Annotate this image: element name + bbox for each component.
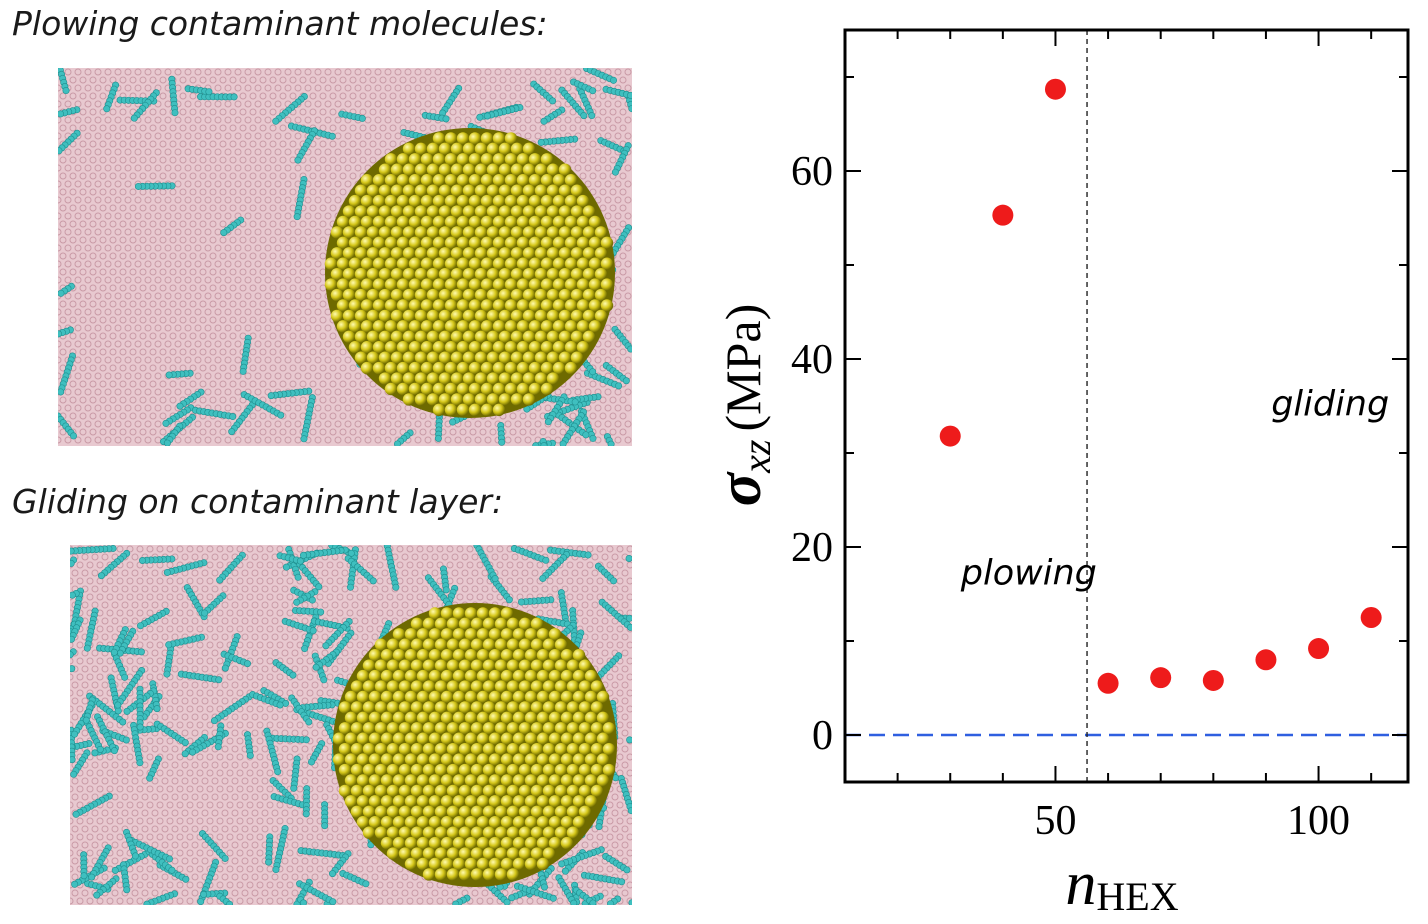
gliding-simulation-image bbox=[70, 545, 632, 905]
data-point bbox=[1150, 667, 1172, 689]
regime-label-plowing: plowing bbox=[960, 554, 1097, 594]
plowing-panel-title: Plowing contaminant molecules: bbox=[12, 4, 548, 43]
gliding-panel-title: Gliding on contaminant layer: bbox=[12, 482, 504, 521]
plot-frame bbox=[843, 28, 1410, 784]
x-tick-label: 100 bbox=[1287, 798, 1350, 844]
data-point bbox=[1308, 638, 1330, 660]
axis-ticks bbox=[845, 30, 1408, 782]
y-tick-label: 60 bbox=[791, 149, 833, 195]
data-point bbox=[1255, 649, 1277, 671]
plowing-simulation-image bbox=[58, 68, 632, 446]
gold-nanoparticle bbox=[332, 603, 617, 887]
gold-nanoparticle bbox=[324, 128, 615, 418]
data-point bbox=[939, 425, 961, 447]
y-tick-label: 20 bbox=[791, 525, 833, 571]
data-point bbox=[1202, 669, 1224, 691]
y-tick-label: 40 bbox=[791, 337, 833, 383]
data-point bbox=[992, 204, 1014, 226]
data-point bbox=[1097, 672, 1119, 694]
data-point bbox=[1044, 78, 1066, 100]
data-point bbox=[1360, 607, 1382, 628]
x-axis-label: nHEX bbox=[1065, 850, 1178, 919]
y-axis-label: σxz(MPa) bbox=[706, 304, 779, 507]
regime-label-gliding: gliding bbox=[1271, 384, 1389, 424]
x-tick-label: 50 bbox=[1034, 798, 1076, 844]
y-tick-label: 0 bbox=[812, 713, 833, 759]
